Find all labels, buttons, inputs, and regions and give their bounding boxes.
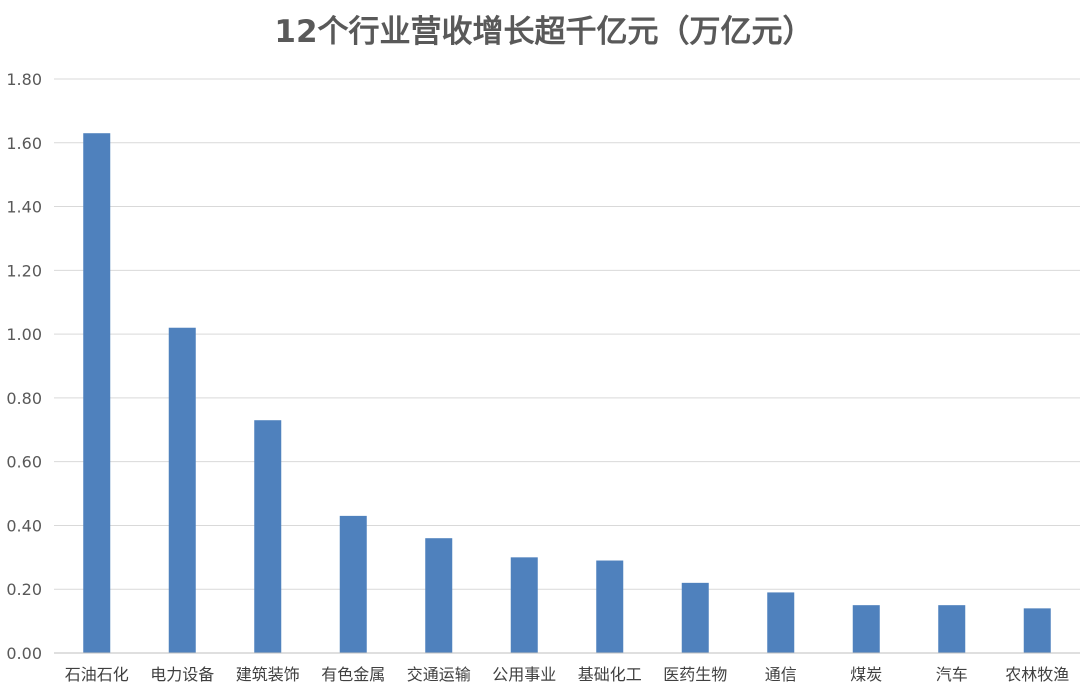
x-axis-tick-labels: 石油石化 电力设备 建筑装饰 有色金属 交通运输 公用事业 基础化工 医药生物 通信 煤炭 汽车 农林… — [65, 665, 1070, 684]
x-tick-label: 汽车 — [936, 665, 968, 684]
bar-7 — [596, 560, 624, 653]
x-tick-label: 基础化工 — [578, 665, 642, 684]
x-tick-label: 交通运输 — [407, 665, 471, 684]
y-tick-label: 1.60 — [6, 134, 42, 153]
x-tick-label: 公用事业 — [492, 665, 556, 684]
y-tick-label: 0.00 — [6, 644, 42, 663]
x-tick-label: 建筑装饰 — [236, 665, 300, 684]
x-tick-label: 医药生物 — [663, 665, 727, 684]
bar-8 — [681, 582, 709, 653]
bar-6 — [510, 557, 538, 653]
y-tick-label: 0.40 — [6, 516, 42, 535]
y-axis-tick-labels: 0.00 0.20 0.40 0.60 0.80 1.00 1.20 1.40 1.60 1.80 — [6, 70, 42, 663]
y-tick-label: 1.40 — [6, 198, 42, 217]
x-tick-label: 通信 — [765, 665, 797, 684]
y-tick-label: 0.60 — [6, 453, 42, 472]
bar-10 — [852, 605, 880, 653]
x-tick-label: 农林牧渔 — [1005, 665, 1069, 684]
y-tick-label: 1.00 — [6, 325, 42, 344]
bars — [83, 133, 1051, 653]
y-tick-label: 1.20 — [6, 261, 42, 280]
bar-4 — [339, 515, 367, 653]
chart-title: 12个行业营收增长超千亿元（万亿元） — [274, 14, 813, 50]
bar-2 — [168, 327, 196, 653]
y-tick-label: 1.80 — [6, 70, 42, 89]
x-tick-label: 电力设备 — [150, 665, 214, 684]
bar-9 — [767, 592, 795, 653]
bar-11 — [938, 605, 966, 653]
x-tick-label: 石油石化 — [65, 665, 129, 684]
x-tick-label: 有色金属 — [321, 665, 385, 684]
gridlines — [54, 78, 1080, 590]
bar-5 — [425, 538, 453, 653]
bar-3 — [254, 420, 282, 653]
y-tick-label: 0.20 — [6, 580, 42, 599]
bar-1 — [83, 133, 111, 653]
x-tick-label: 煤炭 — [850, 665, 882, 684]
bar-12 — [1023, 608, 1051, 653]
y-tick-label: 0.80 — [6, 389, 42, 408]
